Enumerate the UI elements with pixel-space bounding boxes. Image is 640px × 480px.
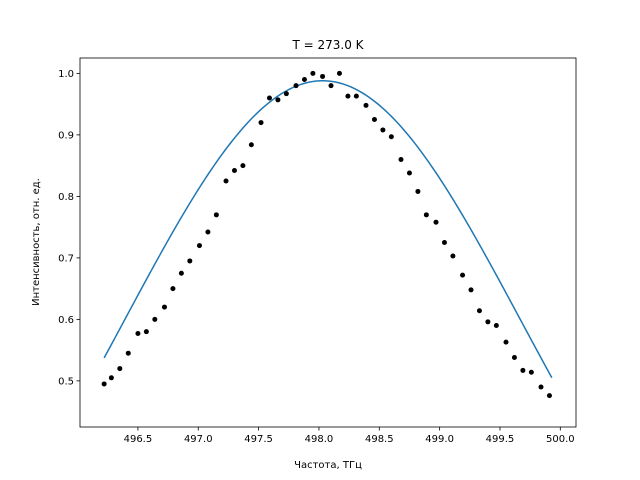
data-point	[293, 83, 299, 89]
data-point	[380, 127, 386, 133]
data-point	[320, 73, 326, 79]
x-tick-label: 499.0	[425, 434, 454, 445]
y-axis-label: Интенсивность, отн. ед.	[31, 178, 42, 306]
data-point	[328, 83, 334, 89]
data-point	[258, 120, 264, 126]
x-tick-label: 497.0	[184, 434, 213, 445]
data-point	[205, 229, 211, 235]
y-tick-label: 0.9	[58, 130, 74, 141]
x-tick-label: 497.5	[244, 434, 273, 445]
x-tick-label: 496.5	[124, 434, 153, 445]
data-point	[161, 304, 167, 310]
data-point	[152, 316, 158, 322]
data-point	[117, 366, 123, 372]
data-point	[406, 170, 412, 176]
data-point	[178, 270, 184, 276]
data-point	[433, 219, 439, 225]
data-point	[441, 240, 447, 245]
data-point	[301, 77, 307, 83]
y-tick-label: 0.7	[58, 253, 74, 264]
x-tick-label: 499.5	[486, 434, 515, 445]
data-point	[345, 93, 351, 99]
chart-title: T = 273.0 K	[291, 38, 364, 52]
data-point	[485, 319, 491, 325]
data-point	[336, 70, 342, 76]
data-point	[310, 70, 316, 76]
data-point	[248, 142, 254, 148]
data-point	[125, 350, 131, 356]
data-point	[101, 381, 107, 387]
data-point	[135, 331, 141, 337]
data-point	[423, 212, 429, 218]
data-point	[240, 163, 246, 169]
data-point	[213, 212, 219, 218]
y-tick-label: 1.0	[58, 69, 74, 80]
x-tick-label: 500.0	[546, 434, 575, 445]
data-point	[108, 375, 114, 381]
data-point	[275, 97, 281, 103]
data-point	[143, 329, 149, 335]
data-point	[170, 286, 176, 292]
data-point	[528, 369, 534, 375]
fit-curve	[103, 80, 553, 379]
data-point	[450, 253, 456, 259]
y-tick-label: 0.6	[58, 315, 74, 326]
plot-area: 496.5 497.0 497.5 498.0 498.5 499.0 499.5 500.0…	[58, 57, 577, 445]
data-point	[538, 384, 544, 390]
data-point	[520, 367, 526, 373]
x-tick-label: 498.5	[365, 434, 394, 445]
data-point	[196, 243, 202, 249]
data-point	[476, 308, 482, 314]
data-point	[468, 287, 474, 293]
data-point	[460, 272, 466, 278]
data-point	[223, 178, 229, 184]
data-point	[371, 117, 377, 122]
x-tick-label: 498.0	[305, 434, 334, 445]
data-point	[363, 102, 369, 108]
data-point	[503, 339, 509, 345]
data-point	[187, 258, 193, 264]
data-point	[493, 323, 499, 329]
data-point	[415, 188, 421, 194]
data-point	[511, 355, 517, 360]
data-point	[388, 134, 394, 140]
data-point	[231, 168, 237, 174]
data-point	[353, 93, 359, 99]
x-axis-label: Частота, ТГц	[294, 460, 362, 471]
y-tick-label: 0.8	[58, 192, 74, 203]
data-point	[283, 91, 289, 97]
data-point	[266, 95, 272, 101]
axes-frame	[79, 57, 577, 428]
data-point	[398, 156, 404, 162]
y-tick-label: 0.5	[58, 376, 74, 387]
data-point	[546, 393, 552, 399]
